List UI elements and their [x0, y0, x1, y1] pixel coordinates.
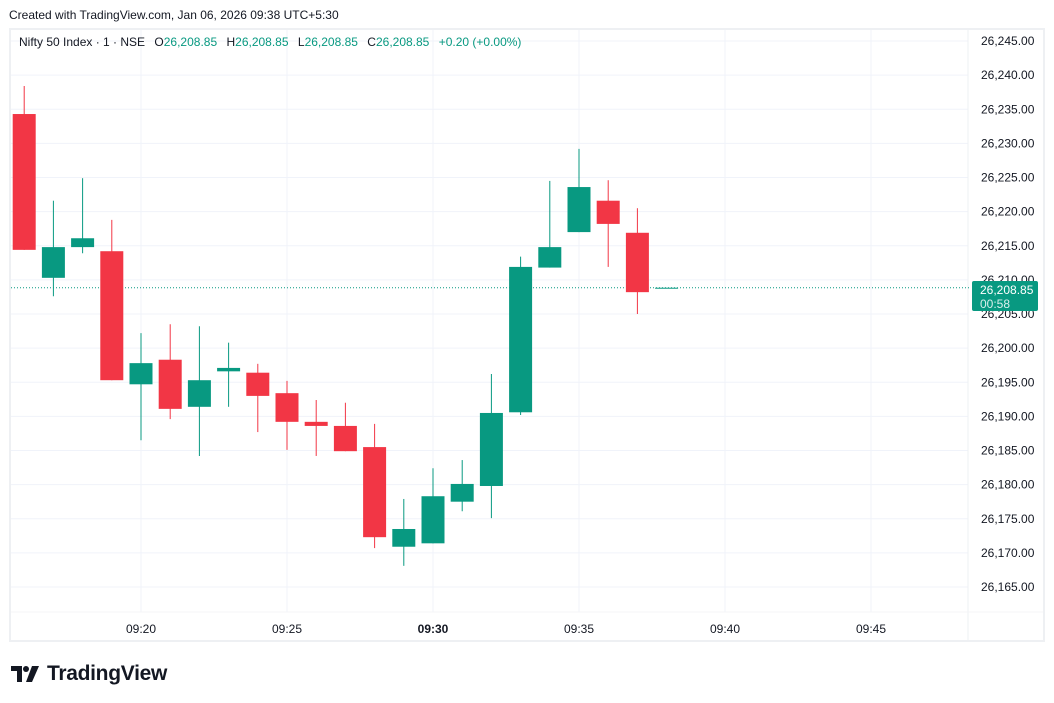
candle-body-down	[12, 114, 36, 250]
snapshot-caption: Created with TradingView.com, Jan 06, 20…	[9, 8, 339, 22]
time-tick-label: 09:40	[710, 622, 740, 636]
logo-text: TradingView	[47, 662, 168, 685]
time-tick-label: 09:20	[126, 622, 156, 636]
close-value: 26,208.85	[375, 35, 430, 49]
time-tick-label: 09:45	[856, 622, 886, 636]
time-tick-label: 09:25	[272, 622, 302, 636]
price-tick-label: 26,175.00	[981, 512, 1035, 526]
open-value: 26,208.85	[163, 35, 218, 49]
last-price-tag: 26,208.85 00:58	[972, 281, 1038, 311]
open-label: O	[154, 35, 164, 49]
candle-body-up	[479, 412, 503, 486]
low-label: L	[297, 35, 305, 49]
candle-body-down	[333, 425, 357, 452]
bar-countdown: 00:58	[980, 297, 1011, 311]
price-tick-label: 26,230.00	[981, 136, 1035, 150]
change-value: +0.20 (+0.00%)	[438, 35, 522, 49]
candle-body-up	[187, 380, 211, 407]
candle-body-down	[275, 393, 299, 422]
price-tick-label: 26,190.00	[981, 409, 1035, 423]
low-value: 26,208.85	[304, 35, 358, 49]
tradingview-logo-icon	[11, 666, 39, 682]
candle-body-up	[567, 187, 591, 233]
price-tick-label: 26,200.00	[981, 341, 1035, 355]
candle-body-down	[158, 359, 182, 409]
price-tick-label: 26,245.00	[981, 34, 1035, 48]
high-label: H	[226, 35, 236, 49]
high-value: 26,208.85	[235, 35, 289, 49]
close-label: C	[367, 35, 376, 49]
candle-body-up	[41, 247, 65, 278]
candle-body-down	[596, 200, 620, 224]
tradingview-logo: TradingView	[11, 662, 167, 686]
candle-body-up	[509, 266, 533, 413]
candle-body-up	[392, 528, 416, 547]
candle-body-up	[217, 367, 241, 372]
candle-body-up	[538, 247, 562, 268]
candle-body-up	[421, 496, 445, 544]
price-tick-label: 26,185.00	[981, 444, 1035, 458]
candle-body-down	[100, 251, 124, 381]
candle-body-up	[71, 238, 95, 248]
price-tick-label: 26,215.00	[981, 239, 1035, 253]
price-tick-label: 26,225.00	[981, 171, 1035, 185]
time-tick-label: 09:35	[564, 622, 594, 636]
price-tick-label: 26,240.00	[981, 68, 1035, 82]
last-price: 26,208.85	[980, 283, 1034, 297]
price-tick-label: 26,180.00	[981, 478, 1035, 492]
candle-body-down	[625, 232, 649, 293]
ohlc-legend: Nifty 50 Index · 1 · NSE O26,208.85 H26,…	[19, 35, 521, 49]
price-tick-label: 26,170.00	[981, 546, 1035, 560]
candle-body-down	[363, 447, 387, 538]
price-tick-label: 26,195.00	[981, 375, 1035, 389]
candle-body-down	[246, 372, 270, 396]
symbol-label: Nifty 50 Index · 1 · NSE	[19, 35, 146, 49]
candle-body-up	[655, 287, 679, 289]
price-tick-label: 26,220.00	[981, 205, 1035, 219]
candle-body-up	[450, 483, 474, 502]
candle-body-down	[304, 421, 328, 426]
price-tick-label: 26,235.00	[981, 102, 1035, 116]
candle-body-up	[129, 363, 153, 385]
chart-pane[interactable]	[9, 28, 1045, 642]
price-tick-label: 26,165.00	[981, 580, 1035, 594]
time-tick-label: 09:30	[418, 622, 449, 636]
